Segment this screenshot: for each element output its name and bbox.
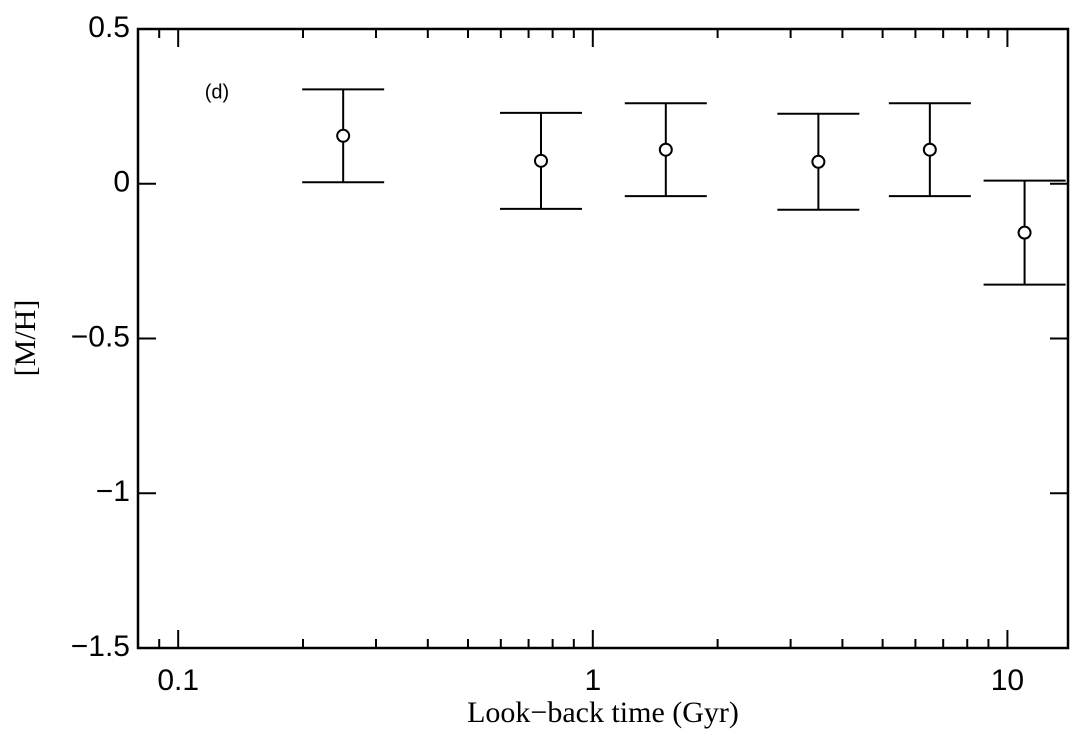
point (658, 142, 673, 157)
point (533, 153, 548, 168)
plot-frame (136, 27, 1070, 650)
point (922, 142, 937, 157)
x-tick-label: 1 (584, 664, 601, 697)
x-tick-label: 0.1 (157, 664, 199, 697)
point (1017, 225, 1032, 240)
y-tick-label: 0.5 (88, 11, 130, 44)
point (811, 154, 826, 169)
y-axis-label: [M/H] (9, 300, 42, 377)
y-tick-label: −1 (96, 475, 130, 508)
x-axis-label: Look−back time (Gyr) (467, 696, 739, 729)
point (336, 128, 351, 143)
x-tick-label: 10 (991, 664, 1024, 697)
y-tick-label: 0 (113, 166, 130, 199)
y-tick-label: −0.5 (71, 320, 130, 353)
annotation: (d) (205, 81, 229, 103)
y-tick-label: −1.5 (71, 630, 130, 663)
